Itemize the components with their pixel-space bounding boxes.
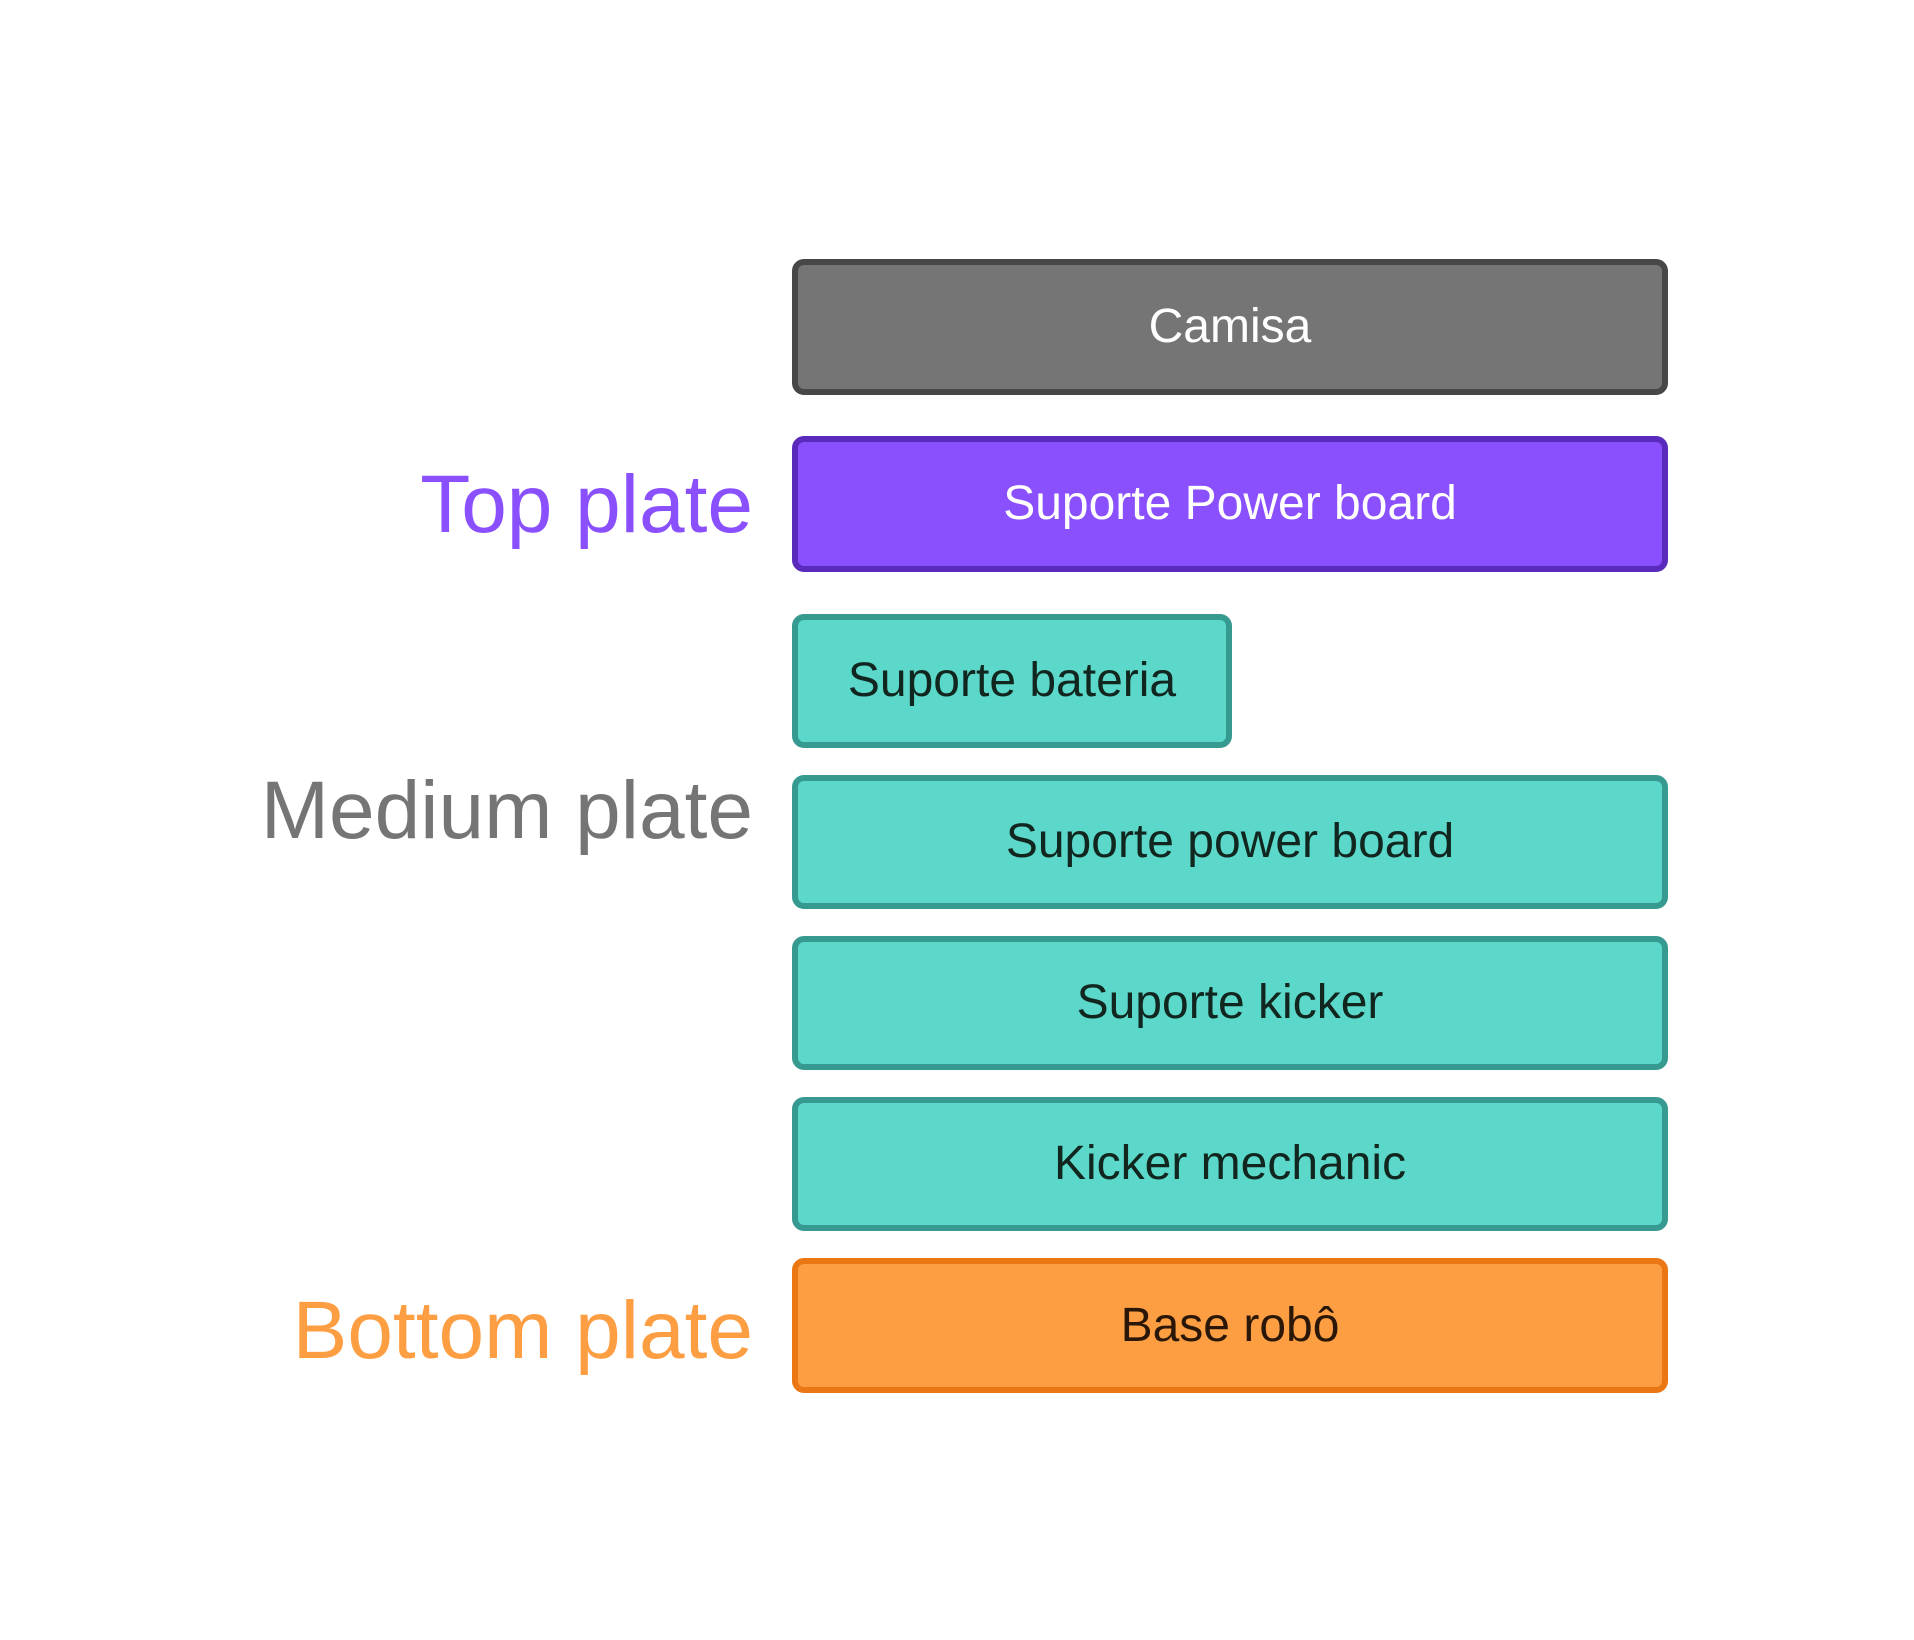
- suporte-kicker-box: Suporte kicker: [792, 936, 1668, 1070]
- camisa-box: Camisa: [792, 259, 1668, 395]
- suporte-power-board-medium-label: Suporte power board: [1005, 815, 1455, 868]
- base-robo-box: Base robô: [792, 1258, 1668, 1393]
- suporte-bateria-label: Suporte bateria: [847, 654, 1177, 707]
- camisa-box-label: Camisa: [1148, 300, 1312, 353]
- medium-plate-label: Medium plate: [260, 765, 753, 856]
- suporte-power-board-top-label: Suporte Power board: [1003, 477, 1457, 530]
- kicker-mechanic-box: Kicker mechanic: [792, 1097, 1668, 1231]
- suporte-power-board-medium-box: Suporte power board: [792, 775, 1668, 909]
- bottom-plate-label: Bottom plate: [292, 1285, 753, 1376]
- suporte-kicker-label: Suporte kicker: [1076, 976, 1384, 1029]
- base-robo-label: Base robô: [1120, 1298, 1340, 1352]
- suporte-power-board-top-box: Suporte Power board: [792, 436, 1668, 572]
- suporte-bateria-box: Suporte bateria: [792, 614, 1232, 748]
- kicker-mechanic-label: Kicker mechanic: [1053, 1137, 1407, 1190]
- top-plate-label: Top plate: [420, 459, 753, 550]
